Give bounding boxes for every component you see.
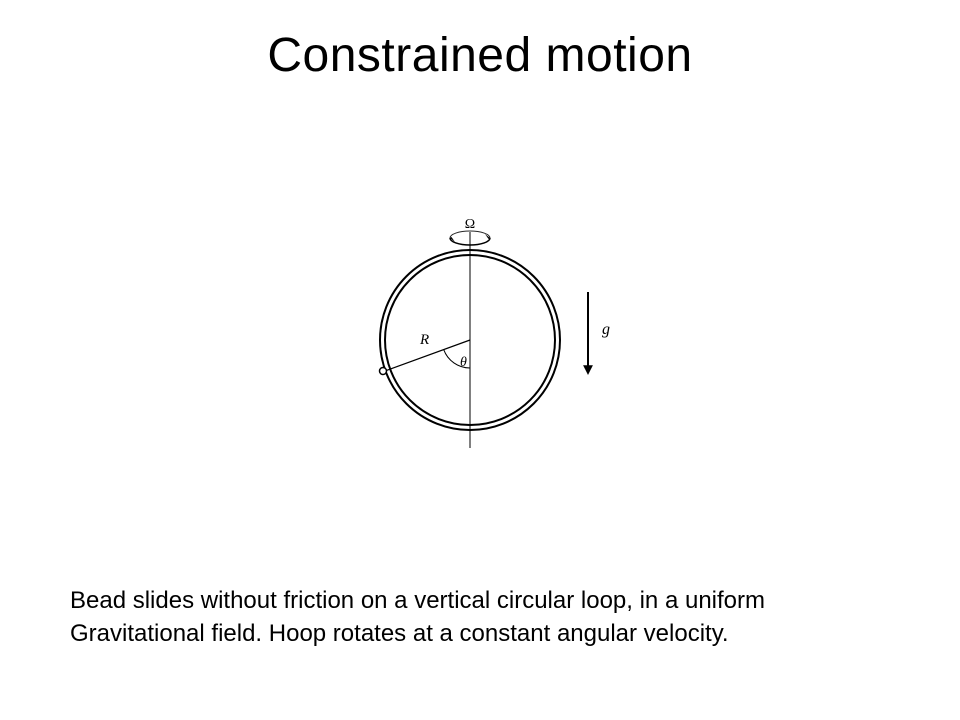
svg-text:θ: θ [460, 355, 467, 370]
svg-text:Ω: Ω [465, 217, 475, 232]
caption-line-1: Bead slides without friction on a vertic… [70, 587, 765, 614]
diagram-svg: Ω Rθ g [320, 210, 640, 450]
svg-text:g: g [602, 321, 610, 338]
hoop-diagram: Ω Rθ g [320, 210, 640, 450]
caption-line-2: Gravitational field. Hoop rotates at a c… [70, 620, 729, 647]
slide: Constrained motion Ω Rθ g Bead slides with… [0, 0, 960, 720]
diagram-caption: Bead slides without friction on a vertic… [70, 585, 890, 650]
page-title: Constrained motion [0, 28, 960, 83]
svg-text:R: R [419, 332, 429, 348]
